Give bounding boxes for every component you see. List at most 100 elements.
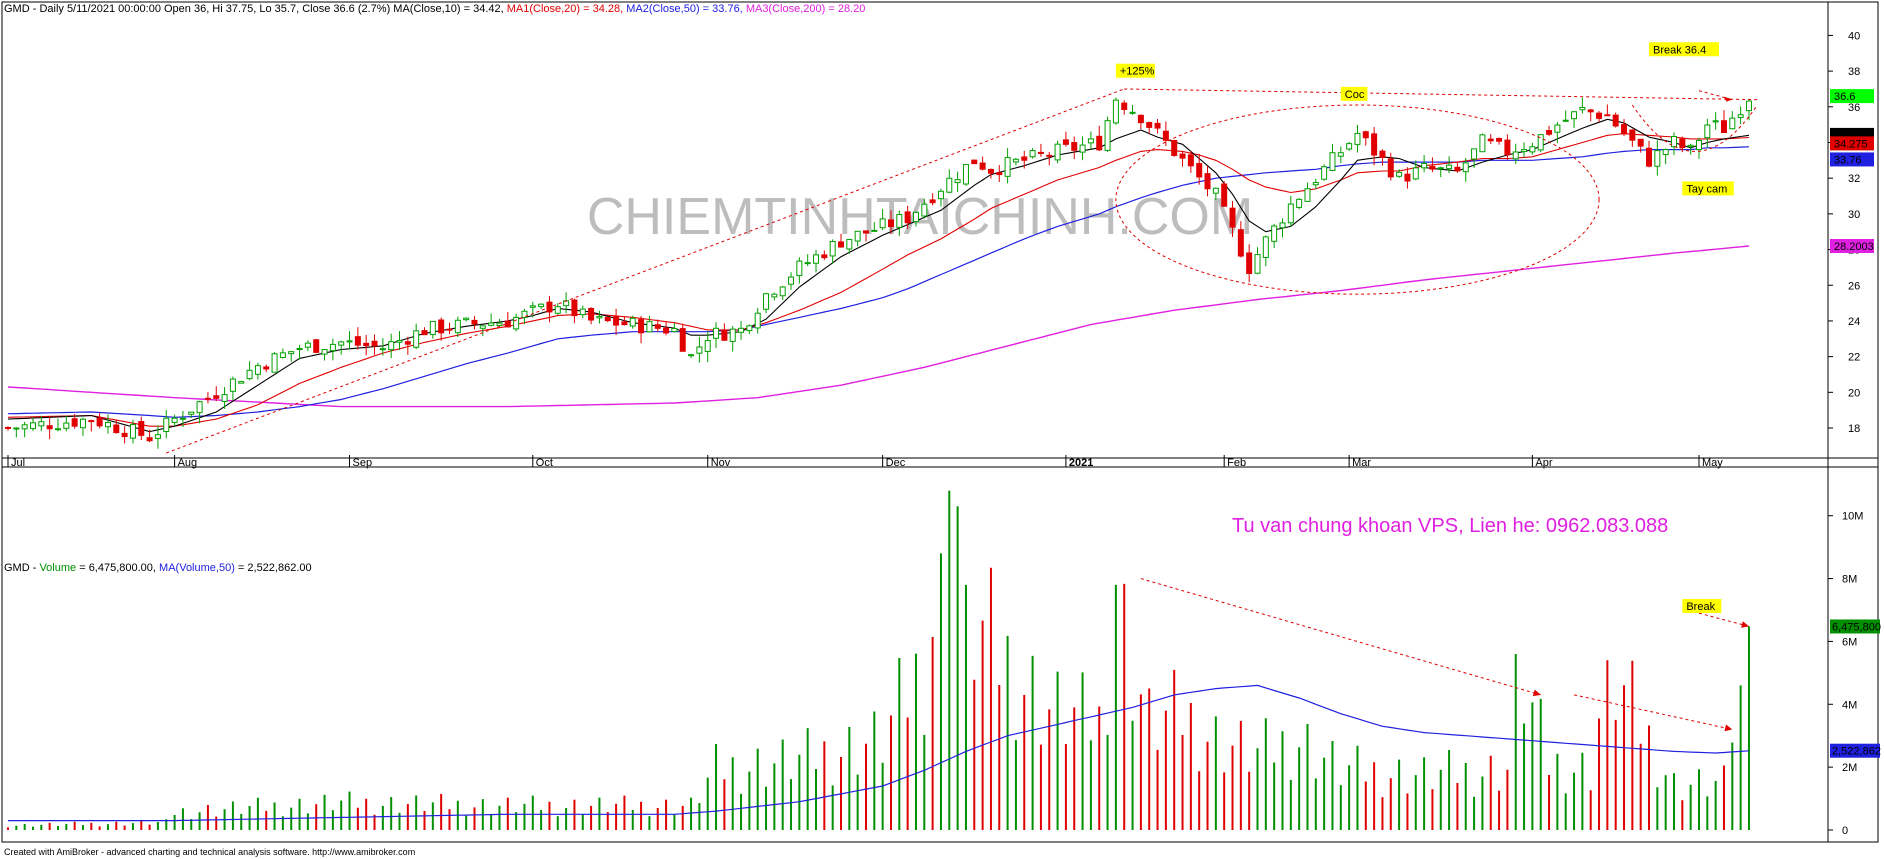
candle-body: [1496, 137, 1503, 142]
month-label: 2021: [1069, 457, 1093, 469]
candle-body: [1371, 133, 1378, 156]
note-coc-bg: [1340, 86, 1368, 101]
price-tick-label: 38: [1848, 66, 1860, 78]
candle-body: [179, 417, 186, 420]
candle-body: [71, 418, 78, 427]
candle-body: [88, 420, 95, 423]
candle-body: [1704, 124, 1711, 139]
candle-body: [346, 340, 353, 343]
candle-body: [1029, 150, 1036, 158]
candle-body: [1154, 122, 1161, 129]
candle-body: [937, 190, 944, 200]
candle-body: [1737, 114, 1744, 118]
candle-body: [96, 417, 103, 427]
candle-body: [171, 417, 178, 423]
candle-body: [1346, 143, 1353, 150]
candle-body: [1021, 156, 1028, 161]
candle-body: [604, 316, 611, 322]
candle-body: [929, 199, 936, 204]
candle-body: [1237, 229, 1244, 257]
candle-body: [971, 159, 978, 165]
volume-tick-label: 4M: [1842, 699, 1857, 711]
candle-body: [829, 240, 836, 257]
candle-body: [729, 328, 736, 342]
candle-body: [354, 336, 361, 346]
candle-body: [638, 319, 645, 334]
candle-body: [896, 214, 903, 228]
candle-body: [1621, 124, 1628, 135]
candle-body: [1712, 120, 1719, 123]
trend-dashed-line: [1124, 88, 1758, 101]
volume-pane-frame: [1, 457, 1879, 843]
candle-body: [1162, 130, 1169, 141]
candle-body: [987, 168, 994, 174]
candle-body: [363, 342, 370, 347]
candle-body: [1054, 143, 1061, 161]
candle-body: [1479, 134, 1486, 153]
candle-body: [1362, 131, 1369, 139]
candle-body: [862, 230, 869, 234]
candle-body: [154, 434, 161, 439]
note--125-: +125%: [1120, 66, 1155, 78]
candle-body: [721, 329, 728, 341]
month-label: May: [1702, 457, 1723, 469]
handle-pattern-curve: [1631, 104, 1758, 152]
volume-header-part-4: = 2,522,862.00: [235, 562, 312, 574]
candle-body: [321, 349, 328, 355]
candle-body: [1612, 114, 1619, 127]
candle-body: [13, 427, 20, 430]
candle-body: [21, 424, 28, 430]
ma10-line: [7, 118, 1750, 433]
candle-body: [771, 293, 778, 298]
candle-body: [529, 305, 536, 308]
candle-body: [63, 422, 70, 429]
candle-body: [1196, 163, 1203, 178]
candle-body: [329, 343, 336, 352]
candle-body: [304, 342, 311, 348]
price-tick-label: 36: [1848, 102, 1860, 114]
candle-body: [763, 293, 770, 310]
candle-body: [1379, 150, 1386, 158]
candle-body: [279, 352, 286, 358]
volume-dashed-arrow: [1573, 694, 1733, 730]
note-coc: Coc: [1345, 89, 1365, 101]
candle-body: [1212, 187, 1219, 194]
price-value-label-bg: [1830, 89, 1874, 104]
candle-body: [1004, 157, 1011, 177]
volume-tick-label: 6M: [1842, 636, 1857, 648]
candle-body: [1112, 99, 1119, 124]
volume-dashed-arrow: [1140, 578, 1541, 696]
candle-body: [1521, 149, 1528, 153]
candle-body: [688, 354, 695, 357]
watermark: CHIEMTINHTAICHINH.COM: [587, 188, 1253, 246]
candle-body: [471, 319, 478, 325]
candle-body: [1279, 222, 1286, 229]
candle-body: [1137, 114, 1144, 124]
candle-body: [621, 321, 628, 326]
candle-body: [496, 322, 503, 327]
candle-body: [779, 286, 786, 297]
candle-body: [713, 327, 720, 339]
candle-body: [1587, 109, 1594, 113]
candle-body: [38, 421, 45, 427]
candle-body: [879, 218, 886, 229]
month-label: Nov: [711, 457, 731, 469]
month-label: Dec: [886, 457, 906, 469]
candle-body: [1437, 167, 1444, 170]
candle-body: [421, 330, 428, 336]
ma20-line: [7, 133, 1750, 427]
candle-body: [479, 325, 486, 329]
candle-body: [1354, 132, 1361, 145]
candle-body: [246, 369, 253, 380]
candle-body: [1187, 154, 1194, 167]
candle-body: [1337, 152, 1344, 157]
candle-body: [129, 424, 136, 439]
price-pane-frame: [1, 1, 1879, 468]
price-value-label-bg: [1830, 152, 1874, 167]
candle-body: [1221, 183, 1228, 207]
volume-pane[interactable]: 0 2M 4M 6M 8M 10M Break 6,475,800 2,522,862: [1, 457, 1881, 843]
candle-body: [1062, 139, 1069, 145]
candle-body: [138, 421, 145, 436]
price-pane[interactable]: 182022242628303234363840JulAugSepOctNovD…: [1, 1, 1879, 537]
